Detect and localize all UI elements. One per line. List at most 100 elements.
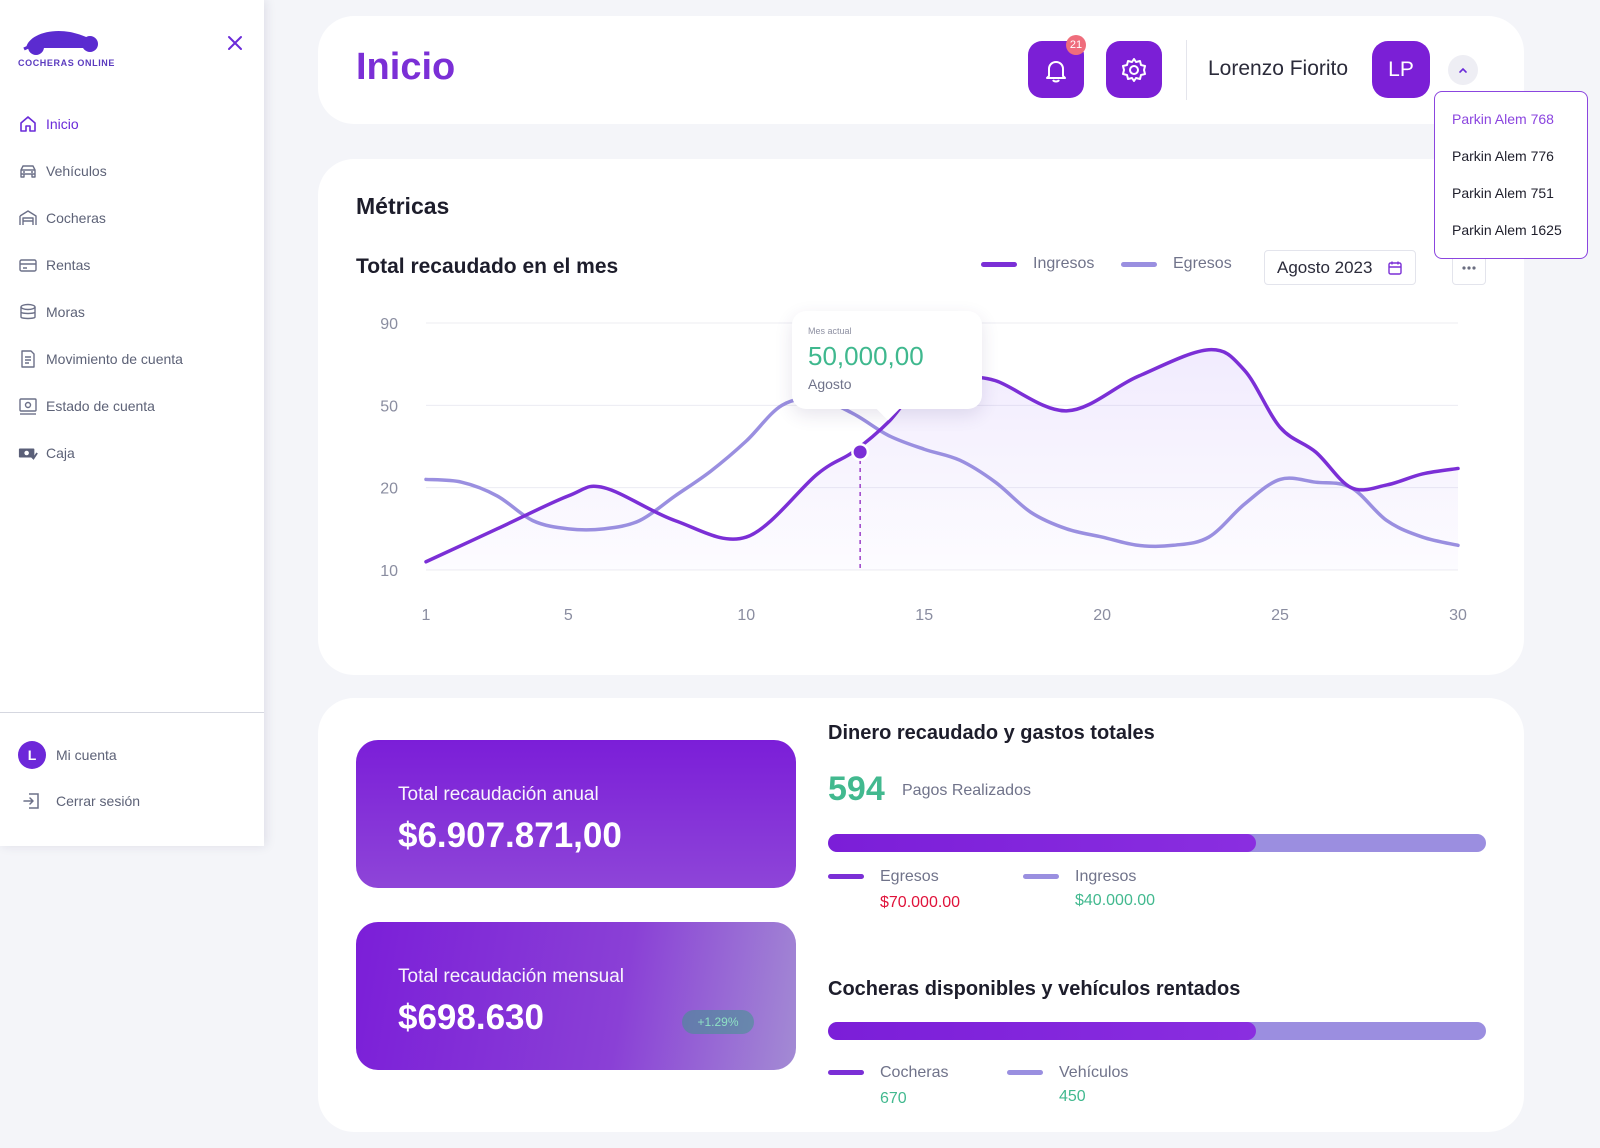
header-divider: [1186, 40, 1187, 100]
sidebar-item-moras[interactable]: Moras: [0, 288, 264, 335]
document-icon: [18, 349, 38, 369]
change-badge: +1.29%: [682, 1010, 754, 1034]
car-icon: [18, 161, 38, 181]
legend-line: [1007, 1070, 1043, 1075]
annual-revenue-card: Total recaudación anual $6.907.871,00: [356, 740, 796, 888]
vehiculos-value: 450: [1059, 1088, 1086, 1105]
month-picker[interactable]: Agosto 2023: [1264, 250, 1416, 285]
logout-icon: [22, 791, 42, 811]
legend-label: Ingresos: [1033, 255, 1095, 272]
legend-line: [1023, 874, 1059, 879]
gear-icon: [1122, 57, 1146, 82]
legend-line: [981, 261, 1017, 267]
garages-progress-fill: [828, 1022, 1256, 1040]
car-logo-icon: [23, 30, 98, 55]
legend-line: [828, 874, 864, 879]
sidebar-divider: [0, 712, 264, 713]
vehiculos-label: Vehículos: [1059, 1064, 1129, 1081]
x-tick-label: 10: [737, 607, 755, 624]
ingresos-label: Ingresos: [1075, 868, 1137, 885]
dropdown-option[interactable]: Parkin Alem 768: [1452, 110, 1554, 127]
egresos-label: Egresos: [880, 868, 939, 885]
legend-label: Egresos: [1173, 255, 1232, 272]
cash-icon: [18, 443, 38, 463]
sidebar-item-label: Rentas: [46, 256, 91, 273]
cocheras-label: Cocheras: [880, 1064, 949, 1081]
metrics-card: 10 20 50 90 1 5 10 15 20 25 30 Métricas Total reca…: [318, 159, 1524, 675]
calendar-icon: [1388, 261, 1402, 275]
tooltip-month: Agosto: [808, 376, 852, 392]
statement-icon: [18, 396, 38, 416]
y-tick-label: 20: [380, 481, 398, 498]
sidebar-item-cocheras[interactable]: Cocheras: [0, 194, 264, 241]
my-account-label: Mi cuenta: [56, 747, 117, 763]
egresos-value: $70.000.00: [880, 894, 961, 911]
branch-dropdown: Parkin Alem 768 Parkin Alem 776 Parkin Ale…: [1434, 91, 1588, 259]
legend-egresos: Egresos: [1121, 255, 1232, 273]
monthly-revenue-value: $698.630: [398, 998, 544, 1037]
egresos-series-line: [424, 396, 1460, 549]
notifications-button[interactable]: 21: [1028, 35, 1086, 98]
chart-title: Total recaudado en el mes: [356, 255, 619, 278]
sidebar-item-rentas[interactable]: Rentas: [0, 241, 264, 288]
sidebar-item-inicio[interactable]: Inicio: [0, 100, 264, 147]
sidebar-item-estado-de-cuenta[interactable]: Estado de cuenta: [0, 382, 264, 429]
branch-toggle-button[interactable]: [1448, 55, 1478, 85]
cocheras-legend: Cocheras 670: [828, 1064, 948, 1108]
highlight-point[interactable]: [853, 445, 867, 459]
cocheras-online-logo[interactable]: COCHERAS ONLINE: [18, 22, 128, 72]
close-sidebar-button[interactable]: [224, 32, 246, 54]
garage-icon: [18, 208, 38, 228]
x-tick-label: 1: [422, 607, 431, 624]
home-icon: [18, 114, 38, 134]
dropdown-option[interactable]: Parkin Alem 751: [1452, 184, 1554, 201]
cocheras-value: 670: [880, 1090, 907, 1107]
logo-text: COCHERAS ONLINE: [18, 58, 116, 68]
user-avatar[interactable]: LP: [1372, 41, 1430, 98]
sidebar-item-movimiento-de-cuenta[interactable]: Movimiento de cuenta: [0, 335, 264, 382]
legend-line: [1121, 261, 1157, 267]
annual-revenue-value: $6.907.871,00: [398, 816, 622, 855]
sidebar-nav: Inicio Vehículos Cocheras Rentas Moras: [0, 100, 264, 476]
annual-revenue-label: Total recaudación anual: [398, 784, 599, 805]
garages-section-title: Cocheras disponibles y vehículos rentado…: [828, 978, 1241, 1000]
chart-tooltip: Mes actual 50,000,00 Agosto: [792, 311, 982, 421]
month-picker-value: Agosto 2023: [1277, 257, 1373, 277]
more-horizontal-icon: [1462, 265, 1476, 270]
notification-badge: 21: [1066, 35, 1086, 55]
logout-label: Cerrar sesión: [56, 793, 141, 809]
page-title: Inicio: [356, 46, 456, 88]
sidebar-item-caja[interactable]: Caja: [0, 429, 264, 476]
sidebar-item-vehiculos[interactable]: Vehículos: [0, 147, 264, 194]
x-tick-label: 30: [1449, 607, 1467, 624]
bell-icon: [1046, 60, 1066, 82]
monthly-revenue-label: Total recaudación mensual: [398, 966, 625, 987]
x-tick-label: 20: [1093, 607, 1111, 624]
y-tick-label: 90: [380, 316, 398, 333]
money-progress-bar: [828, 834, 1486, 852]
avatar: L: [18, 741, 46, 769]
sidebar: COCHERAS ONLINE Inicio Vehículos Cochera…: [0, 0, 264, 846]
summary-card: Total recaudación anual $6.907.871,00 To…: [318, 698, 1524, 1132]
settings-button[interactable]: [1106, 41, 1162, 98]
money-section-title: Dinero recaudado y gastos totales: [828, 722, 1155, 744]
x-tick-label: 15: [915, 607, 933, 624]
money-progress-fill: [828, 834, 1256, 852]
tooltip-label: Mes actual: [808, 326, 852, 336]
ingresos-legend: Ingresos $40.000.00: [1023, 868, 1155, 910]
metrics-title: Métricas: [356, 193, 450, 219]
dropdown-option[interactable]: Parkin Alem 1625: [1452, 221, 1562, 238]
logout-link[interactable]: Cerrar sesión: [22, 791, 140, 811]
user-name: Lorenzo Fiorito: [1208, 57, 1349, 80]
my-account-link[interactable]: L Mi cuenta: [18, 741, 117, 769]
tooltip-value: 50,000,00: [808, 341, 924, 371]
sidebar-item-label: Caja: [46, 444, 75, 461]
sidebar-item-label: Estado de cuenta: [46, 397, 155, 414]
payments-count: 594: [828, 770, 885, 808]
ingresos-area: [426, 349, 1458, 570]
card-icon: [18, 255, 38, 275]
dropdown-option[interactable]: Parkin Alem 776: [1452, 147, 1554, 164]
ingresos-value: $40.000.00: [1075, 892, 1156, 909]
sidebar-item-label: Cocheras: [46, 209, 106, 226]
